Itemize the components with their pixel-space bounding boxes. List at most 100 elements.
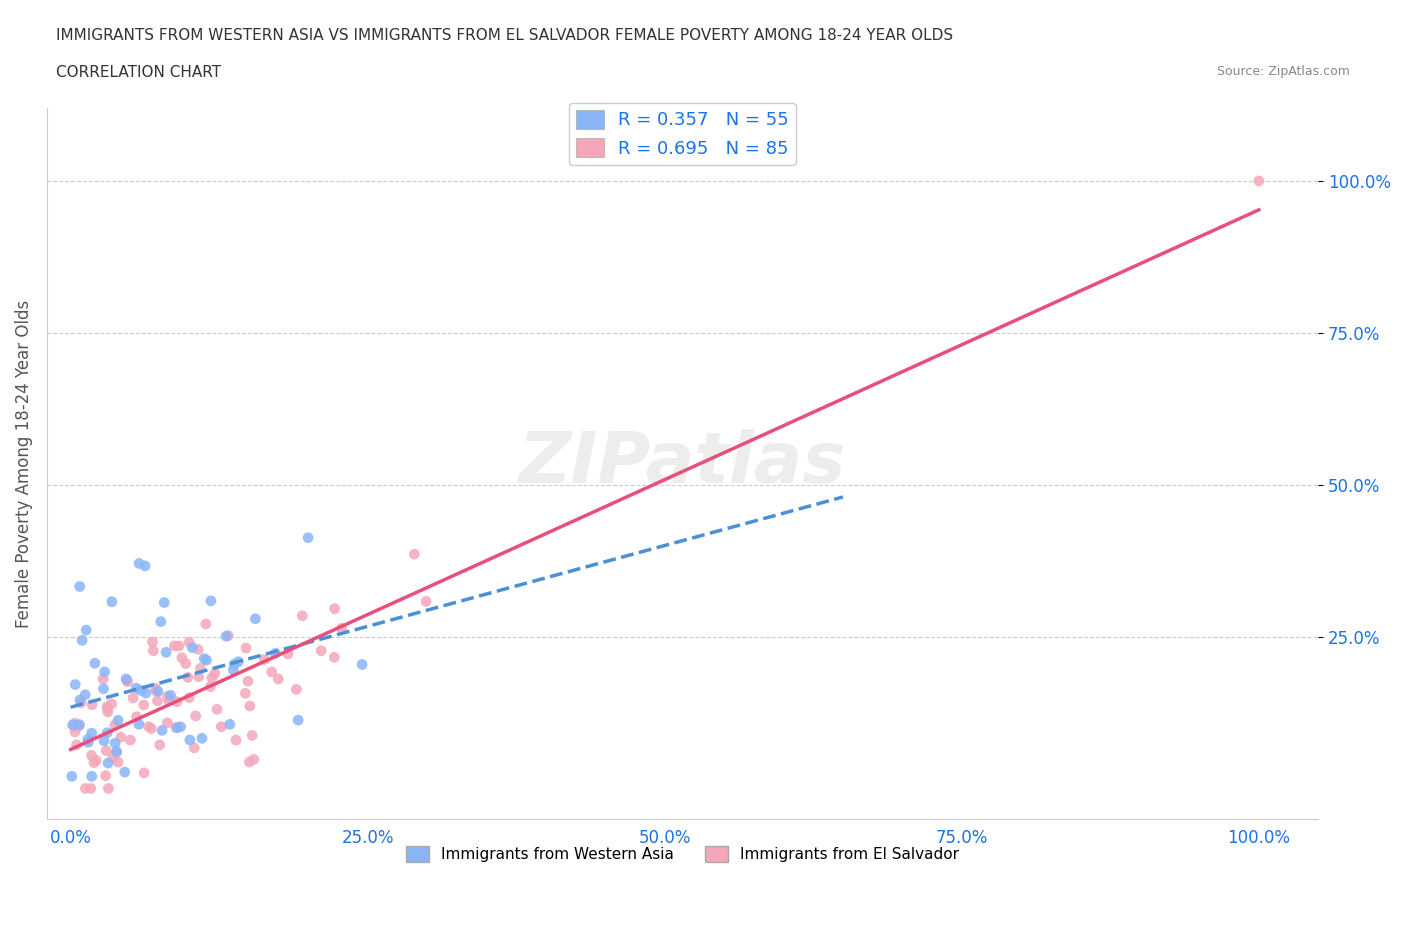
Point: [277, 646, 299, 661]
Point: [122, 691, 145, 706]
Point: [60, 769, 83, 784]
Point: [217, 628, 239, 643]
Point: [146, 684, 169, 698]
Point: [155, 644, 177, 659]
Point: [65, 737, 87, 752]
Point: [94, 768, 117, 783]
Point: [181, 640, 204, 655]
Point: [193, 651, 215, 666]
Point: [287, 712, 309, 727]
Point: [239, 698, 262, 713]
Point: [209, 719, 232, 734]
Point: [93, 664, 115, 679]
Point: [80, 725, 103, 740]
Point: [100, 697, 122, 711]
Point: [169, 719, 191, 734]
Point: [97, 702, 120, 717]
Text: Source: ZipAtlas.com: Source: ZipAtlas.com: [1216, 65, 1350, 78]
Point: [183, 740, 205, 755]
Point: [222, 662, 245, 677]
Point: [146, 694, 169, 709]
Point: [104, 736, 127, 751]
Point: [93, 682, 115, 697]
Point: [204, 666, 226, 681]
Text: CORRELATION CHART: CORRELATION CHART: [56, 65, 221, 80]
Point: [93, 734, 115, 749]
Point: [128, 556, 150, 571]
Point: [84, 753, 107, 768]
Point: [323, 650, 346, 665]
Point: [218, 717, 240, 732]
Point: [117, 674, 139, 689]
Point: [201, 671, 224, 685]
Point: [163, 639, 186, 654]
Point: [240, 728, 263, 743]
Point: [264, 646, 287, 661]
Point: [70, 633, 93, 648]
Point: [128, 717, 150, 732]
Point: [194, 617, 217, 631]
Point: [69, 717, 91, 732]
Point: [415, 594, 437, 609]
Point: [82, 698, 104, 712]
Point: [83, 656, 105, 671]
Point: [1247, 174, 1270, 189]
Point: [156, 715, 179, 730]
Text: IMMIGRANTS FROM WESTERN ASIA VS IMMIGRANTS FROM EL SALVADOR FEMALE POVERTY AMONG: IMMIGRANTS FROM WESTERN ASIA VS IMMIGRAN…: [56, 28, 953, 43]
Point: [285, 682, 308, 697]
Point: [297, 530, 319, 545]
Point: [187, 642, 209, 657]
Point: [80, 781, 103, 796]
Point: [69, 579, 91, 594]
Point: [215, 629, 238, 644]
Point: [83, 755, 105, 770]
Point: [94, 743, 117, 758]
Point: [236, 674, 259, 689]
Point: [159, 688, 181, 703]
Point: [107, 713, 129, 728]
Point: [157, 693, 180, 708]
Point: [63, 677, 86, 692]
Point: [62, 717, 84, 732]
Point: [156, 689, 179, 704]
Point: [177, 670, 200, 684]
Point: [150, 723, 173, 737]
Point: [132, 765, 155, 780]
Point: [91, 671, 114, 686]
Point: [165, 720, 187, 735]
Point: [67, 719, 90, 734]
Point: [114, 764, 136, 779]
Point: [253, 652, 276, 667]
Point: [200, 593, 222, 608]
Point: [80, 769, 103, 784]
Point: [267, 671, 290, 686]
Point: [138, 719, 160, 734]
Point: [120, 733, 142, 748]
Point: [101, 594, 124, 609]
Point: [170, 650, 193, 665]
Point: [125, 710, 148, 724]
Point: [404, 547, 426, 562]
Point: [101, 751, 124, 765]
Point: [190, 661, 212, 676]
Point: [135, 685, 157, 700]
Point: [224, 657, 246, 671]
Point: [238, 754, 260, 769]
Point: [235, 641, 257, 656]
Point: [187, 670, 209, 684]
Point: [228, 654, 250, 669]
Point: [96, 725, 118, 740]
Point: [323, 602, 346, 617]
Point: [141, 634, 163, 649]
Point: [145, 681, 167, 696]
Point: [125, 681, 148, 696]
Point: [75, 687, 97, 702]
Point: [69, 693, 91, 708]
Point: [184, 709, 207, 724]
Point: [97, 756, 120, 771]
Point: [63, 716, 86, 731]
Point: [97, 781, 120, 796]
Point: [179, 733, 201, 748]
Point: [179, 635, 201, 650]
Point: [330, 620, 353, 635]
